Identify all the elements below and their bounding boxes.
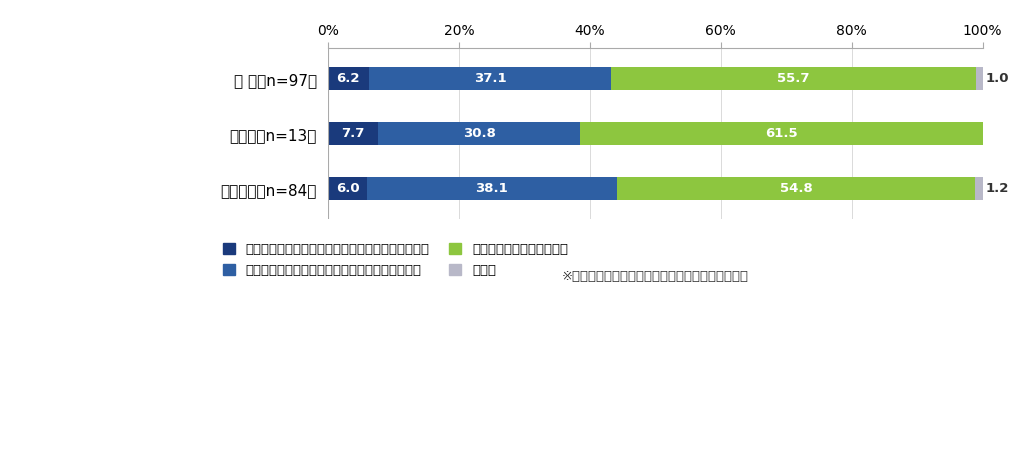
Text: 1.0: 1.0	[986, 72, 1010, 85]
Bar	[328, 122, 378, 145]
Text: 38.1: 38.1	[476, 182, 508, 195]
Bar	[617, 177, 976, 200]
Bar	[328, 67, 369, 90]
Text: 54.8: 54.8	[780, 182, 813, 195]
Text: 55.7: 55.7	[777, 72, 810, 85]
Bar	[328, 177, 367, 200]
Text: 6.2: 6.2	[336, 72, 360, 85]
Text: 30.8: 30.8	[462, 127, 496, 140]
Text: 37.1: 37.1	[474, 72, 506, 85]
Text: 1.2: 1.2	[986, 182, 1010, 195]
Text: ※「撤退済み／撤退を決定」と回答した企業はなし: ※「撤退済み／撤退を決定」と回答した企業はなし	[562, 270, 748, 283]
Bar	[611, 67, 976, 90]
Bar	[976, 177, 983, 200]
Bar	[378, 122, 580, 145]
Bar	[369, 67, 611, 90]
Legend: 全面的な事業（操業）停止（一時的な停止を含む）, 一部事業（操業）の停止（一時的な停止を含む）, 通常どおり（検討中含む）, その他: 全面的な事業（操業）停止（一時的な停止を含む）, 一部事業（操業）の停止（一時的…	[223, 243, 568, 277]
Text: 6.0: 6.0	[336, 182, 360, 195]
Text: 61.5: 61.5	[765, 127, 797, 140]
Bar	[367, 177, 617, 200]
Bar	[976, 67, 983, 90]
Text: 7.7: 7.7	[341, 127, 365, 140]
Bar	[580, 122, 983, 145]
